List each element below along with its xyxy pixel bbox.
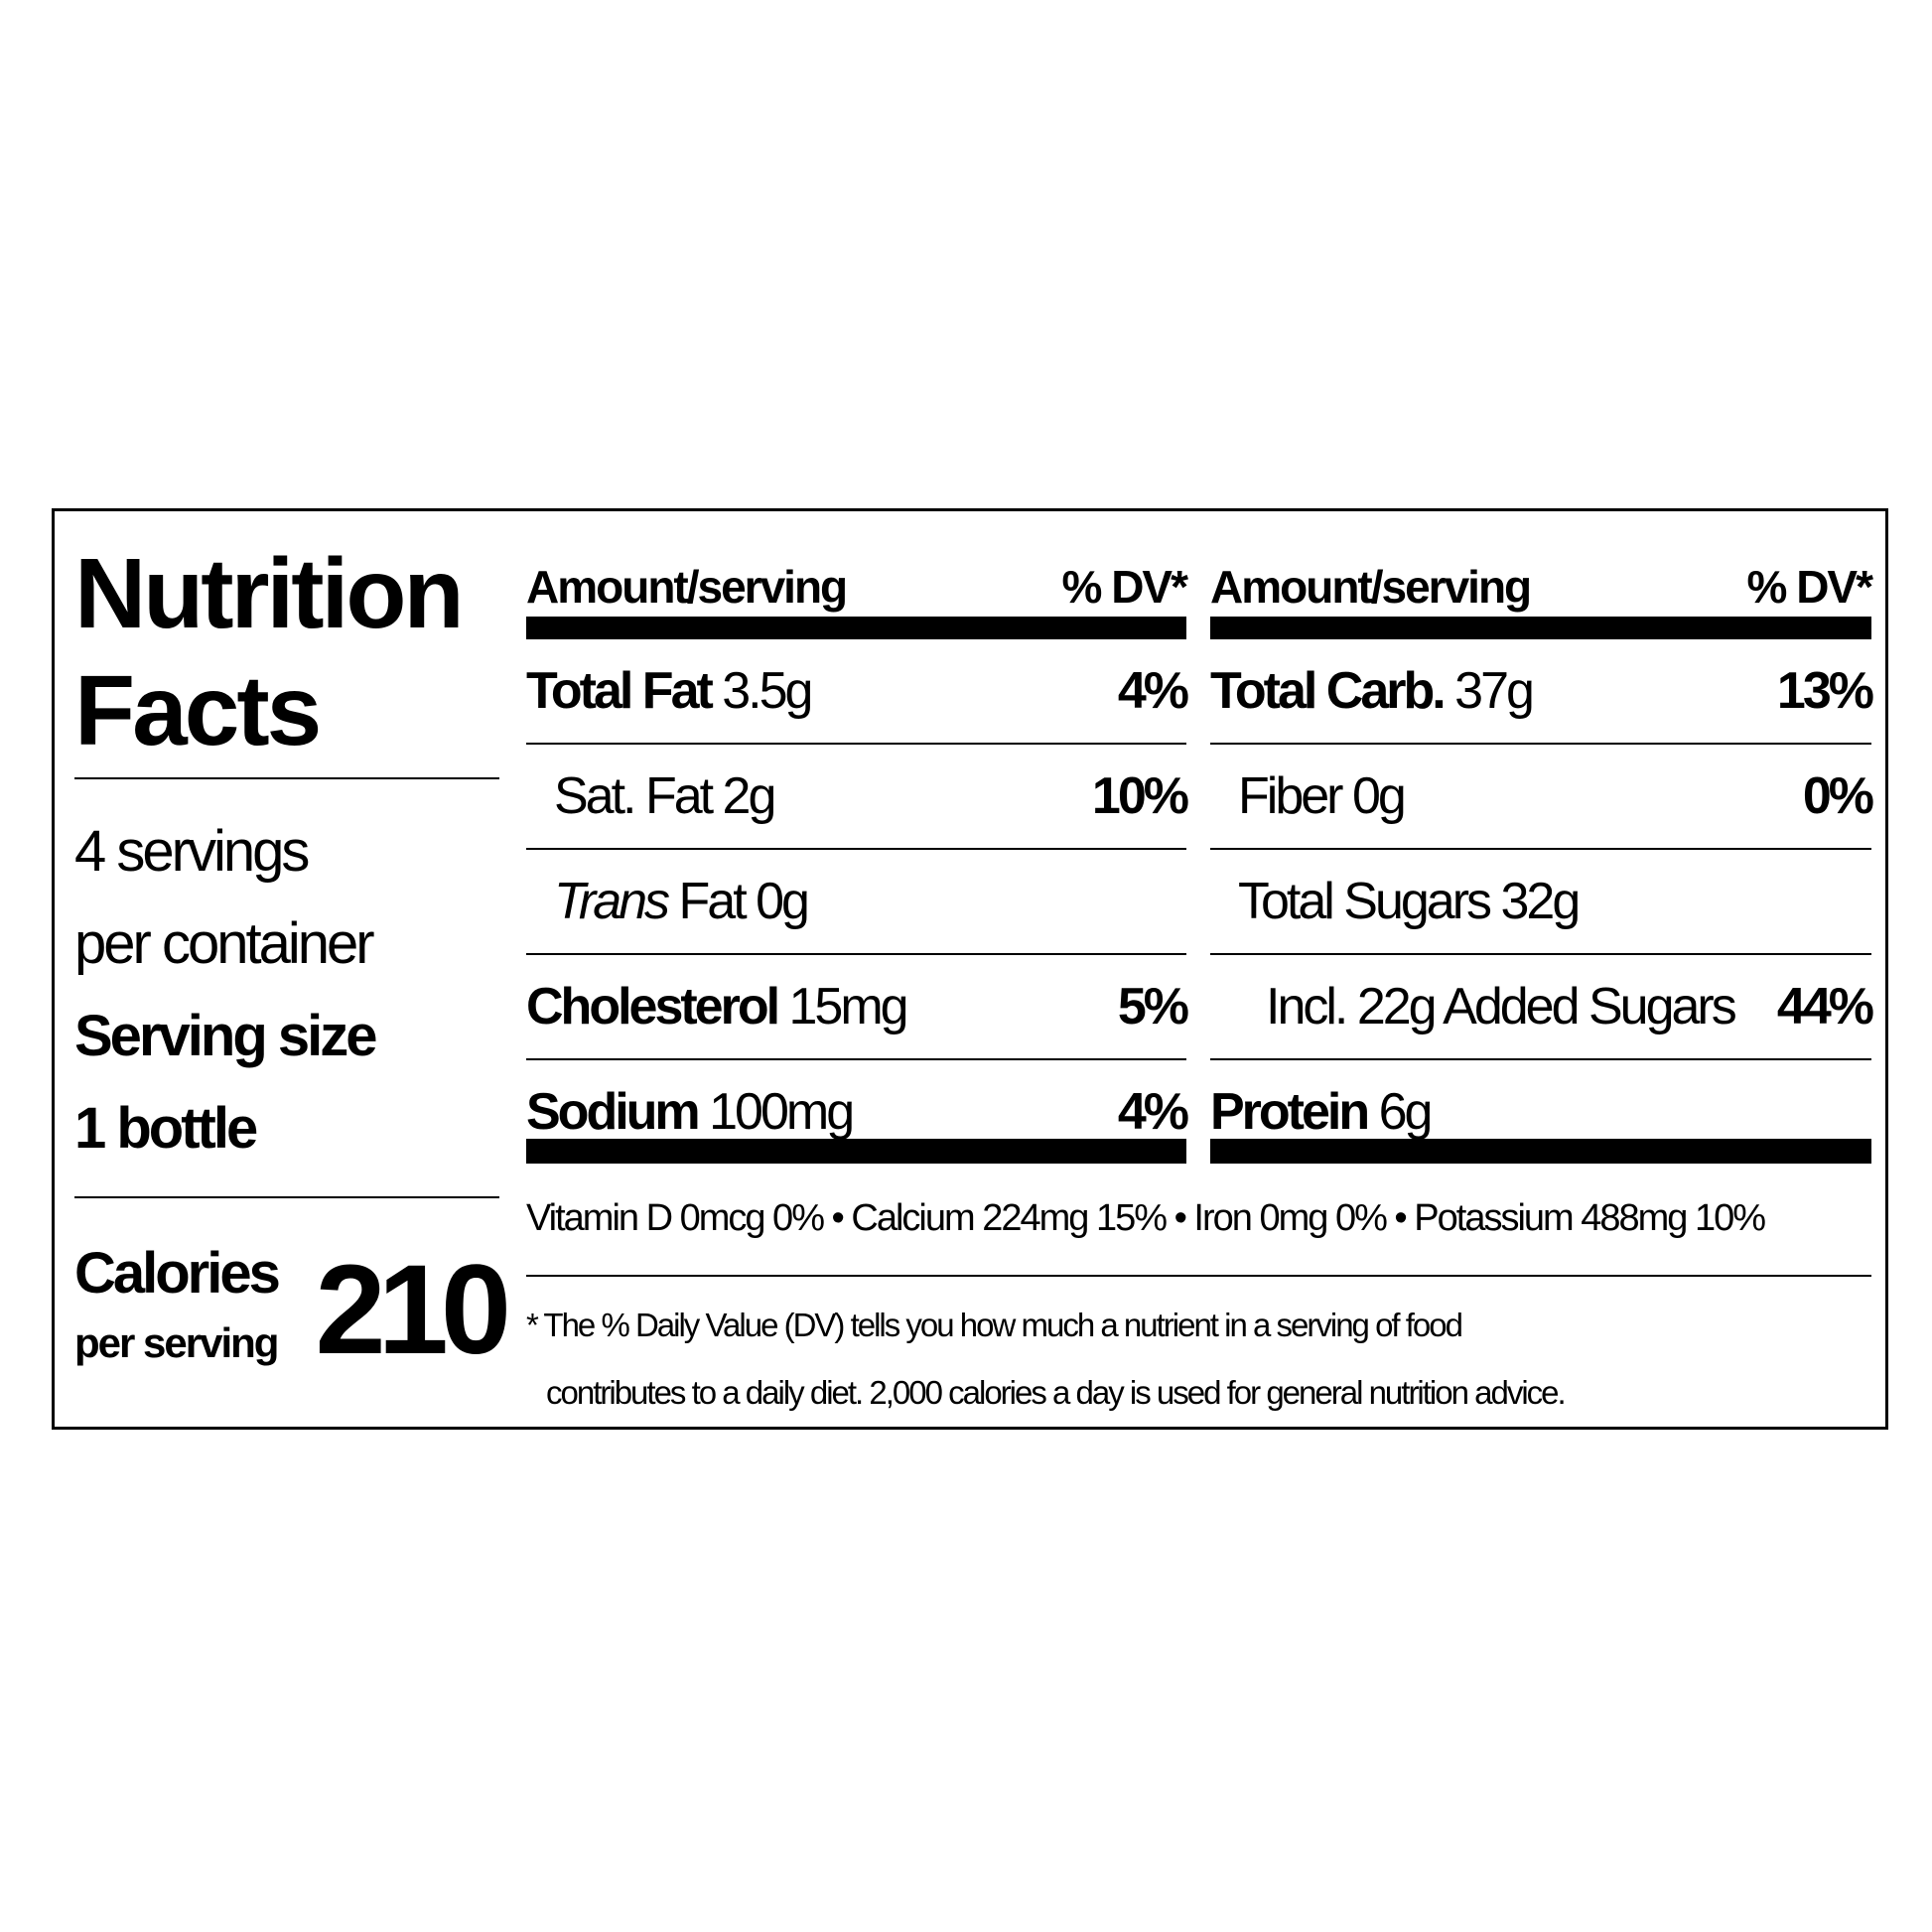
- nutrient-row: Total Carb. 37g 13%: [1210, 639, 1874, 745]
- thick-bar: [526, 1139, 1186, 1164]
- nutrient-amount: 0g: [1351, 767, 1407, 825]
- nutrient-dv: 13%: [1776, 662, 1874, 720]
- nutrient-amount: 15mg: [788, 978, 909, 1035]
- nutrient-row: Cholesterol 15mg 5%: [526, 955, 1189, 1060]
- thick-bar: [526, 617, 1186, 639]
- amount-serving-header: Amount/serving: [1210, 561, 1532, 613]
- nutrient-name: Cholesterol 15mg: [526, 977, 909, 1036]
- nutrient-row: Total Sugars 32g: [1210, 850, 1871, 955]
- nutrient-row: Protein 6g: [1210, 1060, 1871, 1164]
- nutrient-amount: 0g: [756, 873, 810, 930]
- header-right: Amount/serving % DV*: [1210, 547, 1873, 626]
- calories-per-serving: per serving: [74, 1319, 279, 1366]
- nutrient-dv: 10%: [1091, 767, 1189, 825]
- nutrient-label: Sodium: [526, 1083, 701, 1141]
- vitamins-minerals: Vitamin D 0mcg 0% • Calcium 224mg 15% • …: [526, 1178, 1871, 1258]
- dv-header: % DV*: [1061, 561, 1188, 613]
- nutrient-dv: 44%: [1776, 978, 1874, 1035]
- nutrient-dv: 4%: [1117, 662, 1189, 720]
- servings-per-container: 4 servings: [74, 819, 310, 884]
- nutrient-dv: 5%: [1117, 978, 1189, 1035]
- servings-per-container-2: per container: [74, 911, 375, 976]
- nutrient-row: Sat. Fat 2g 10%: [526, 745, 1189, 850]
- nutrient-name: Total Carb. 37g: [1210, 661, 1535, 721]
- nutrient-dv: 0%: [1802, 767, 1874, 825]
- nutrient-label: Protein: [1210, 1083, 1370, 1141]
- nutrient-row: Trans Fat 0g: [526, 850, 1186, 955]
- nutrient-name-italic: Trans: [554, 873, 670, 930]
- nutrient-name: Fiber 0g: [1210, 766, 1407, 826]
- servings-info: 4 servings per container Serving size 1 …: [74, 805, 501, 1174]
- thick-bar: [1210, 1139, 1871, 1164]
- nutrient-name: Protein 6g: [1210, 1082, 1434, 1142]
- nutrient-label: Total Sugars: [1238, 873, 1492, 930]
- title: Nutrition Facts: [74, 535, 501, 769]
- dv-header: % DV*: [1746, 561, 1873, 613]
- calories-value: 210: [315, 1236, 511, 1385]
- nutrient-amount: 100mg: [709, 1083, 855, 1141]
- nutrient-label: Fat: [678, 873, 748, 930]
- nutrient-row: Sodium 100mg 4%: [526, 1060, 1189, 1164]
- nutrient-amount: 2g: [722, 767, 777, 825]
- nutrient-name: Sat. Fat 2g: [526, 766, 777, 826]
- nutrient-name: Total Fat 3.5g: [526, 661, 813, 721]
- calories-label: Calories per serving: [74, 1236, 343, 1375]
- nutrient-label: Fiber: [1238, 767, 1343, 825]
- nutrition-facts-label: Nutrition Facts 4 servings per container…: [52, 508, 1888, 1430]
- footnote: * The % Daily Value (DV) tells you how m…: [526, 1292, 1871, 1427]
- divider: [526, 1275, 1871, 1277]
- calories-text: Calories: [74, 1241, 281, 1306]
- serving-size-value: 1 bottle: [74, 1096, 258, 1161]
- nutrient-name: Total Sugars 32g: [1210, 872, 1582, 931]
- nutrient-label: Total Carb.: [1210, 662, 1447, 720]
- divider: [74, 777, 499, 779]
- nutrient-row: Total Fat 3.5g 4%: [526, 639, 1189, 745]
- nutrient-label: Cholesterol: [526, 978, 780, 1035]
- nutrient-amount: 32g: [1500, 873, 1582, 930]
- title-line-1: Nutrition: [74, 538, 465, 649]
- thick-bar: [1210, 617, 1871, 639]
- footnote-line-1: * The % Daily Value (DV) tells you how m…: [526, 1307, 1463, 1343]
- serving-size-label: Serving size: [74, 1004, 377, 1068]
- nutrient-name: Sodium 100mg: [526, 1082, 855, 1142]
- amount-serving-header: Amount/serving: [526, 561, 848, 613]
- nutrient-label: Total Fat: [526, 662, 714, 720]
- nutrient-row: Incl. 22g Added Sugars 44%: [1210, 955, 1874, 1060]
- nutrient-label: Sat. Fat: [554, 767, 714, 825]
- vitamins-text: Vitamin D 0mcg 0% • Calcium 224mg 15% • …: [526, 1197, 1766, 1239]
- title-line-2: Facts: [74, 655, 322, 766]
- nutrient-amount: 37g: [1454, 662, 1535, 720]
- nutrient-dv: 4%: [1117, 1083, 1189, 1141]
- nutrient-row: Fiber 0g 0%: [1210, 745, 1874, 850]
- divider: [74, 1196, 499, 1198]
- nutrient-amount: 6g: [1378, 1083, 1434, 1141]
- nutrient-label: Incl. 22g Added Sugars: [1266, 978, 1737, 1035]
- nutrient-name: Trans Fat 0g: [526, 872, 810, 931]
- calories-number: 210: [315, 1239, 511, 1381]
- footnote-line-2: contributes to a daily diet. 2,000 calor…: [546, 1374, 1567, 1411]
- header-left: Amount/serving % DV*: [526, 547, 1188, 626]
- nutrient-amount: 3.5g: [722, 662, 813, 720]
- nutrient-name: Incl. 22g Added Sugars: [1210, 977, 1737, 1036]
